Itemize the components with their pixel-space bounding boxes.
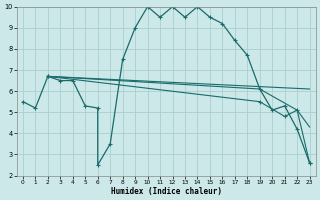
X-axis label: Humidex (Indice chaleur): Humidex (Indice chaleur) (111, 187, 222, 196)
